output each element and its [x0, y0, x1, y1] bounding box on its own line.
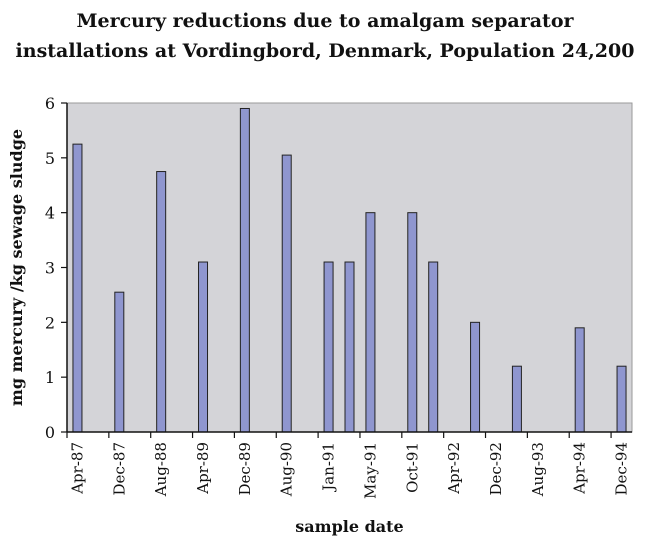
- x-tick-label: Dec-89: [236, 442, 254, 495]
- y-axis: 0 1 2 3 4 5 6: [45, 94, 68, 442]
- x-tick-label: Dec-94: [613, 442, 631, 495]
- y-tick-label: 3: [45, 259, 55, 278]
- x-axis: Apr-87 Dec-87 Aug-88 Apr-89 Dec-89 Aug-90 Jan-…: [66, 431, 632, 499]
- bar-12: [511, 365, 522, 433]
- bar-7: [344, 261, 355, 433]
- x-tick-label: Apr-92: [445, 442, 463, 495]
- bar-13: [574, 327, 585, 433]
- x-tick-label: Apr-89: [194, 442, 212, 495]
- y-tick-label: 5: [45, 149, 55, 168]
- y-tick-label: 1: [45, 368, 55, 387]
- bar-1: [114, 291, 125, 433]
- x-tick-label: May-91: [361, 442, 379, 499]
- x-tick-label: Apr-94: [571, 442, 589, 495]
- x-tick-label: Aug-93: [529, 442, 547, 497]
- x-tick-label: Dec-87: [110, 442, 128, 495]
- bar-10: [428, 261, 439, 433]
- x-tick-label: Dec-92: [487, 442, 505, 495]
- bar-14: [616, 365, 627, 433]
- chart-title-line-1: Mercury reductions due to amalgam separa…: [76, 10, 574, 32]
- bar-4: [239, 107, 250, 433]
- x-tick-label: Apr-87: [68, 442, 86, 495]
- bar-6: [323, 261, 334, 433]
- x-tick-label: Aug-90: [278, 442, 296, 497]
- x-axis-label: sample date: [295, 517, 403, 536]
- x-tick-label: Aug-88: [152, 442, 170, 497]
- chart-title-line-2: installations at Vordingbord, Denmark, P…: [15, 40, 635, 62]
- y-axis-label: mg mercury /kg sewage sludge: [7, 129, 26, 406]
- bar-11: [470, 321, 481, 433]
- y-tick-label: 2: [45, 313, 55, 332]
- bar-9: [407, 212, 418, 433]
- x-tick-label: Oct-91: [403, 442, 421, 493]
- x-tick-label: Jan-91: [320, 442, 338, 493]
- bar-5: [281, 154, 292, 433]
- y-tick-label: 6: [45, 94, 55, 113]
- bar-8: [365, 212, 376, 433]
- y-tick-label: 4: [45, 204, 55, 223]
- y-tick-label: 0: [45, 423, 55, 442]
- bar-2: [156, 171, 167, 433]
- bar-0: [72, 143, 83, 433]
- bar-3: [198, 261, 209, 433]
